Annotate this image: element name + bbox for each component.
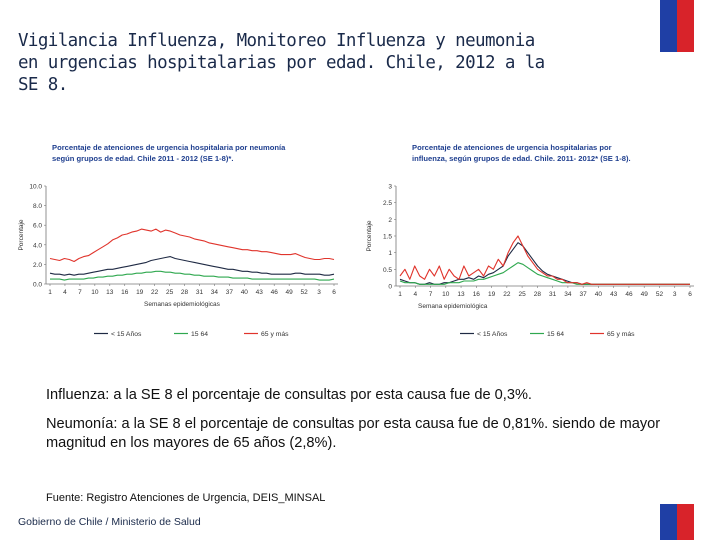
neumonia-chart: Porcentaje de atenciones de urgencia hos… [14,138,344,343]
influenza-chart: Porcentaje de atenciones de urgencia hos… [360,138,700,343]
x-tick-label: 28 [534,291,542,298]
y-tick-label: 0.0 [33,282,42,289]
influenza-chart-svg: Porcentaje de atenciones de urgencia hos… [366,143,694,338]
y-tick-label: 0.5 [383,267,392,274]
legend-label: 65 y más [607,331,635,338]
x-tick-label: 3 [317,289,321,296]
65-plus-series-line [399,235,690,285]
flag-red-stripe [677,504,694,540]
neumonia-note: Neumonía: a la SE 8 el porcentaje de con… [46,415,686,453]
x-tick-label: 3 [673,291,677,298]
y-tick-label: 10.0 [29,184,42,191]
x-tick-label: 6 [332,289,336,296]
x-tick-label: 16 [121,289,129,296]
x-tick-label: 4 [413,291,417,298]
notes: Influenza: a la SE 8 el porcentaje de co… [46,386,686,463]
x-tick-label: 31 [196,289,204,296]
x-tick-label: 43 [610,291,618,298]
chile-flag-bottom [660,504,694,540]
legend-label: 15 64 [191,331,208,338]
y-tick-label: 1 [388,250,392,257]
x-tick-label: 46 [625,291,633,298]
y-tick-label: 6.0 [33,223,42,230]
influenza-note: Influenza: a la SE 8 el porcentaje de co… [46,386,686,405]
x-tick-label: 40 [241,289,249,296]
x-tick-label: 16 [473,291,481,298]
x-tick-label: 4 [63,289,67,296]
slide-title: Vigilancia Influenza, Monitoreo Influenz… [18,30,638,96]
chart-title-line: influenza, según grupos de edad. Chile. … [412,154,631,163]
flag-blue-stripe [660,0,677,52]
65-plus-series-line [49,228,335,263]
y-tick-label: 1.5 [383,234,392,241]
y-tick-label: 2.5 [383,200,392,207]
flag-red-stripe [677,0,694,52]
x-tick-label: 52 [300,289,308,296]
x-tick-label: 6 [688,291,692,298]
neumonia-label: Neumonía: [46,416,118,432]
under-15-series-line [49,256,335,276]
x-tick-label: 19 [136,289,144,296]
neumonia-chart-svg: Porcentaje de atenciones de urgencia hos… [18,143,338,338]
y-tick-label: 2 [388,217,392,224]
x-tick-label: 31 [549,291,557,298]
x-tick-label: 10 [442,291,450,298]
x-tick-label: 49 [641,291,649,298]
x-tick-label: 22 [503,291,511,298]
neumonia-text: a la SE 8 el porcentaje de consultas por… [46,416,661,451]
legend-label: < 15 Años [477,331,508,338]
title-line: en urgencias hospitalarias por edad. Chi… [18,53,545,73]
influenza-text: a la SE 8 el porcentaje de consultas por… [109,387,532,403]
15-64-series-line [50,270,335,281]
x-tick-label: 22 [151,289,159,296]
x-tick-label: 7 [78,289,82,296]
footer-text: Gobierno de Chile / Ministerio de Salud [18,516,201,528]
y-tick-label: 2.0 [33,262,42,269]
flag-blue-stripe [660,504,677,540]
x-tick-label: 13 [106,289,114,296]
legend-label: 65 y más [261,331,289,338]
chart-title-line: según grupos de edad. Chile 2011 - 2012 … [52,154,233,163]
x-tick-label: 1 [398,291,402,298]
x-tick-label: 37 [226,289,234,296]
y-tick-label: 0 [388,284,392,291]
y-tick-label: 3 [388,184,392,191]
x-axis-label: Semanas epidemiológicas [144,301,221,308]
title-line: SE 8. [18,75,68,95]
chile-flag-top [660,0,694,52]
influenza-label: Influenza: [46,387,110,403]
x-tick-label: 28 [181,289,189,296]
x-axis-label: Semana epidemiológica [418,303,488,310]
x-tick-label: 25 [518,291,526,298]
y-tick-label: 4.0 [33,242,42,249]
y-tick-label: 8.0 [33,203,42,210]
x-tick-label: 46 [271,289,279,296]
x-tick-label: 49 [286,289,294,296]
x-tick-label: 34 [564,291,572,298]
x-tick-label: 25 [166,289,174,296]
x-tick-label: 7 [429,291,433,298]
x-tick-label: 1 [48,289,52,296]
y-axis-label: Porcentaje [366,220,373,251]
x-tick-label: 37 [580,291,588,298]
chart-title-line: Porcentaje de atenciones de urgencia hos… [52,143,286,152]
15-64-series-line [399,262,690,285]
x-tick-label: 40 [595,291,603,298]
legend-label: 15 64 [547,331,564,338]
chart-title-line: Porcentaje de atenciones de urgencia hos… [412,143,612,152]
x-tick-label: 52 [656,291,664,298]
x-tick-label: 34 [211,289,219,296]
x-tick-label: 10 [91,289,99,296]
source-text: Fuente: Registro Atenciones de Urgencia,… [46,492,326,504]
y-axis-label: Porcentaje [18,219,25,250]
x-tick-label: 19 [488,291,496,298]
x-tick-label: 43 [256,289,264,296]
x-tick-label: 13 [457,291,465,298]
title-line: Vigilancia Influenza, Monitoreo Influenz… [18,31,535,51]
legend-label: < 15 Años [111,331,142,338]
